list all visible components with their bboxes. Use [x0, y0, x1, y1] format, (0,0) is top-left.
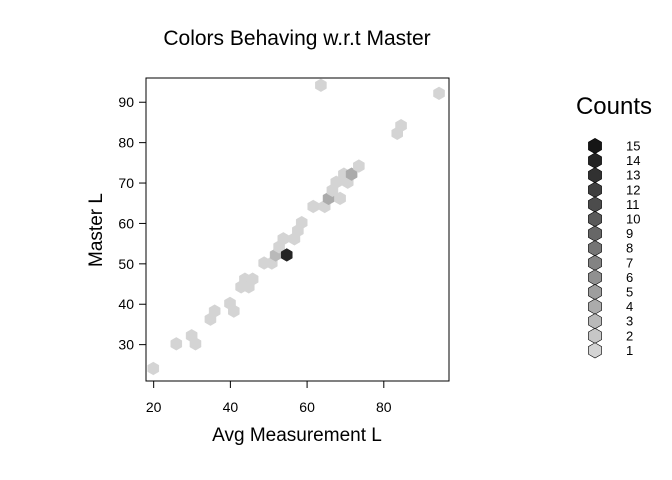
legend-label: 5: [626, 285, 633, 300]
chart-title: Colors Behaving w.r.t Master: [163, 27, 430, 50]
x-tick-label: 20: [146, 399, 162, 415]
y-tick-label: 40: [118, 296, 134, 312]
legend-label: 15: [626, 139, 640, 154]
hexbin-cell: [315, 78, 327, 92]
hexbin-cell: [208, 304, 221, 318]
hexbin-cell: [295, 215, 308, 230]
legend-label: 1: [626, 343, 633, 358]
legend-swatch: [588, 284, 602, 300]
x-axis-label: Avg Measurement L: [212, 425, 382, 446]
legend-label: 4: [626, 299, 633, 314]
y-tick-label: 80: [118, 135, 134, 151]
legend-label: 9: [626, 226, 633, 241]
hexbin-cell: [170, 337, 183, 351]
legend-swatch: [588, 196, 602, 213]
legend-swatch: [588, 225, 602, 242]
hexbin-cell: [307, 199, 320, 214]
legend-swatch: [588, 313, 602, 330]
legend-swatch: [588, 138, 602, 154]
y-axis-label: Master L: [86, 193, 107, 267]
legend-label: 10: [626, 212, 640, 227]
legend-label: 12: [626, 182, 640, 197]
y-tick-label: 60: [118, 215, 134, 231]
hexbin-cell: [246, 272, 259, 286]
hexbin-cell: [280, 248, 293, 262]
legend-swatch: [588, 254, 602, 271]
legend-label: 2: [626, 328, 633, 343]
legend-swatch: [588, 269, 602, 286]
hexbin-cell: [228, 304, 240, 318]
legend-label: 3: [626, 314, 633, 329]
legend-swatch: [588, 240, 602, 257]
legend-label: 8: [626, 241, 633, 256]
legend-swatch: [588, 211, 602, 227]
hexbin-cell: [334, 191, 346, 206]
legend-label: 13: [626, 168, 640, 183]
x-tick-label: 40: [223, 399, 239, 415]
legend-label: 14: [626, 153, 640, 168]
plot-frame: [145, 77, 450, 382]
x-axis: 20 40 60 80: [146, 381, 392, 415]
y-tick-label: 30: [118, 337, 134, 353]
legend-label: 6: [626, 270, 633, 285]
hexbin-cell: [189, 337, 202, 351]
legend-swatch: [588, 181, 602, 198]
hexbin-cells: [147, 78, 445, 376]
hexbin-cell: [395, 118, 407, 133]
y-tick-label: 50: [118, 256, 134, 272]
y-tick-label: 90: [118, 94, 134, 110]
legend-swatch: [588, 152, 602, 169]
hexbin-cell: [147, 361, 160, 376]
y-tick-label: 70: [118, 175, 134, 191]
legend-swatch: [588, 327, 602, 344]
x-tick-label: 80: [376, 399, 392, 415]
y-axis: 30 40 50 60 70 80 90: [118, 94, 146, 353]
legend-swatch: [588, 298, 602, 315]
hexbin-cell: [433, 86, 445, 101]
legend-swatch: [588, 342, 602, 359]
legend-title: Counts: [576, 93, 652, 120]
legend-label: 11: [626, 197, 640, 212]
hexbin-cell: [353, 159, 365, 173]
legend-swatch: [588, 167, 602, 184]
x-tick-label: 60: [299, 399, 315, 415]
legend-label: 7: [626, 255, 633, 270]
